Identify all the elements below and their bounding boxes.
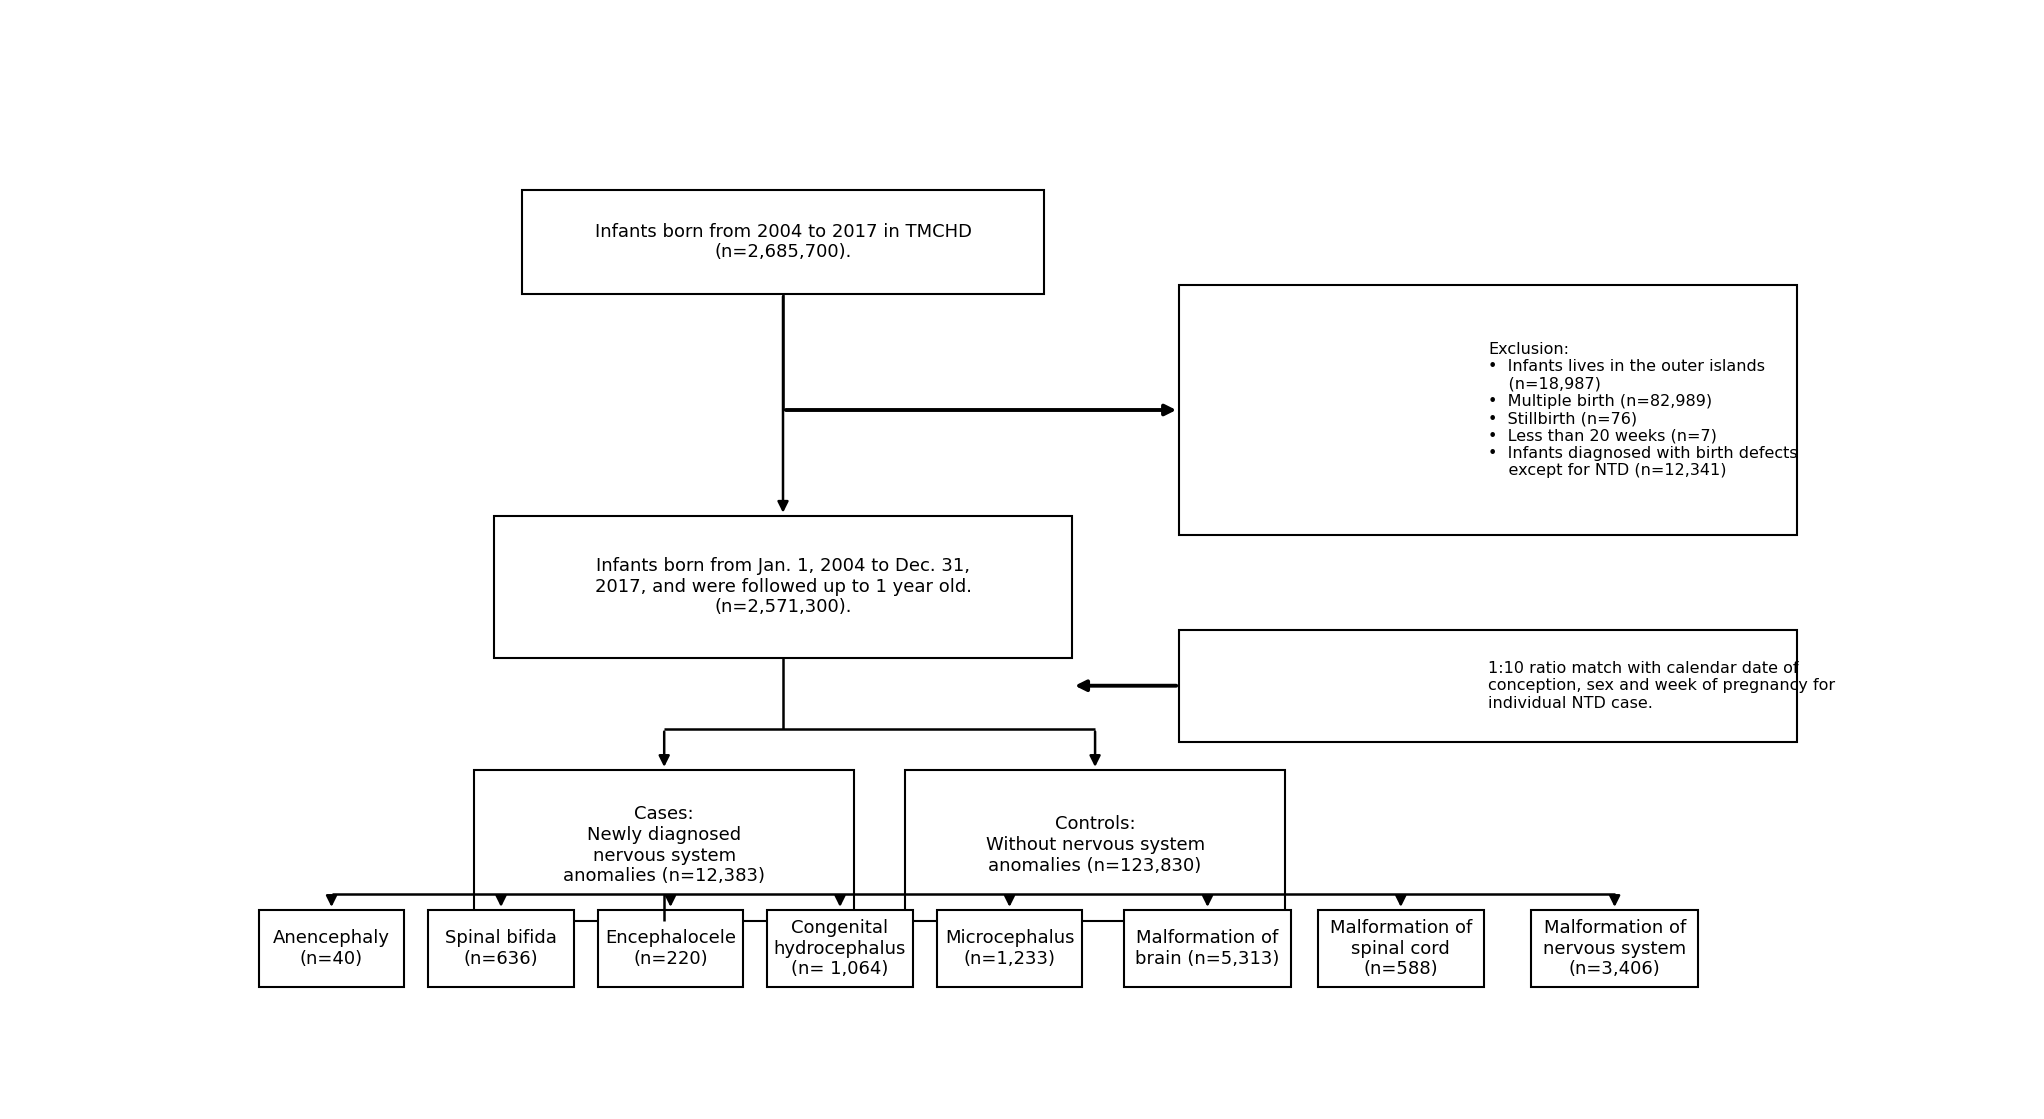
FancyBboxPatch shape [597,910,744,987]
FancyBboxPatch shape [521,190,1044,293]
Text: Microcephalus
(n=1,233): Microcephalus (n=1,233) [944,929,1075,968]
Text: Anencephaly
(n=40): Anencephaly (n=40) [274,929,390,968]
Text: Exclusion:
•  Infants lives in the outer islands
    (n=18,987)
•  Multiple birt: Exclusion: • Infants lives in the outer … [1488,341,1797,479]
FancyBboxPatch shape [1531,910,1699,987]
Text: Infants born from Jan. 1, 2004 to Dec. 31,
2017, and were followed up to 1 year : Infants born from Jan. 1, 2004 to Dec. 3… [595,557,971,617]
FancyBboxPatch shape [1179,630,1797,742]
FancyBboxPatch shape [905,770,1286,921]
FancyBboxPatch shape [1124,910,1290,987]
FancyBboxPatch shape [1179,285,1797,535]
Text: Controls:
Without nervous system
anomalies (n=123,830): Controls: Without nervous system anomali… [985,816,1204,875]
Text: Infants born from 2004 to 2017 in TMCHD
(n=2,685,700).: Infants born from 2004 to 2017 in TMCHD … [595,223,971,262]
Text: Malformation of
spinal cord
(n=588): Malformation of spinal cord (n=588) [1331,919,1472,978]
Text: Malformation of
nervous system
(n=3,406): Malformation of nervous system (n=3,406) [1543,919,1686,978]
Text: Cases:
Newly diagnosed
nervous system
anomalies (n=12,383): Cases: Newly diagnosed nervous system an… [564,805,764,885]
FancyBboxPatch shape [766,910,914,987]
FancyBboxPatch shape [1318,910,1484,987]
FancyBboxPatch shape [936,910,1083,987]
FancyBboxPatch shape [474,770,854,921]
FancyBboxPatch shape [260,910,405,987]
Text: Encephalocele
(n=220): Encephalocele (n=220) [605,929,736,968]
FancyBboxPatch shape [427,910,574,987]
FancyBboxPatch shape [495,516,1073,658]
Text: Congenital
hydrocephalus
(n= 1,064): Congenital hydrocephalus (n= 1,064) [775,919,905,978]
Text: 1:10 ratio match with calendar date of
conception, sex and week of pregnancy for: 1:10 ratio match with calendar date of c… [1488,661,1836,711]
Text: Malformation of
brain (n=5,313): Malformation of brain (n=5,313) [1134,929,1280,968]
Text: Spinal bifida
(n=636): Spinal bifida (n=636) [446,929,556,968]
